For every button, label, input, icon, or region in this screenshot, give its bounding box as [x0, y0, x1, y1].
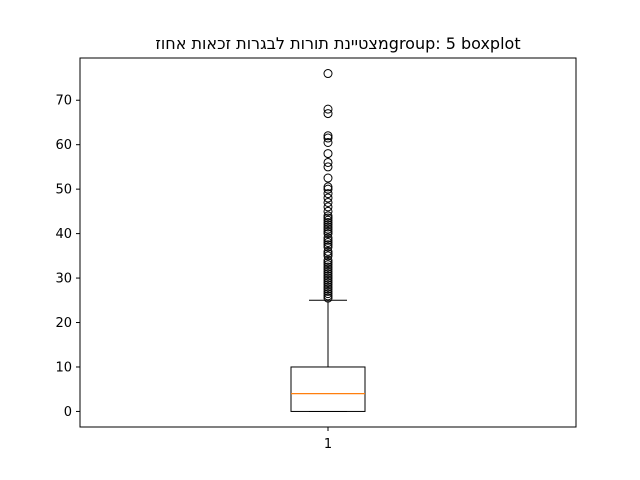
- outlier-point: [323, 278, 333, 288]
- y-tick-label: 50: [55, 183, 72, 198]
- outlier-point: [323, 202, 333, 212]
- outlier-point: [323, 233, 333, 243]
- outlier-point: [323, 264, 333, 274]
- outlier-point: [323, 162, 333, 172]
- y-tick-label: 60: [55, 138, 72, 153]
- outlier-point: [323, 220, 333, 230]
- outlier-point: [323, 280, 333, 290]
- outlier-point: [323, 157, 333, 167]
- outlier-point: [323, 286, 333, 296]
- chart-title: מצטיינת תורות לבגרות זכאות אחוזgroup: 5 …: [155, 34, 520, 53]
- outlier-point: [323, 222, 333, 232]
- outlier-point: [323, 133, 333, 143]
- outlier-point: [323, 206, 333, 216]
- outlier-point: [323, 289, 333, 299]
- outlier-point: [323, 238, 333, 247]
- x-axis: 1: [324, 427, 332, 452]
- outlier-point: [323, 240, 333, 250]
- y-tick-label: 30: [55, 272, 72, 287]
- outlier-point: [323, 266, 333, 276]
- outlier-point: [323, 242, 333, 252]
- outlier-point: [323, 215, 333, 225]
- outlier-point: [323, 271, 333, 281]
- outlier-point: [323, 217, 333, 227]
- outlier-point: [323, 131, 333, 141]
- outlier-point: [323, 184, 333, 194]
- y-tick-label: 10: [55, 360, 72, 375]
- y-tick-label: 70: [55, 94, 72, 109]
- outlier-point: [323, 275, 333, 285]
- outlier-point: [323, 235, 333, 245]
- outlier-point: [323, 224, 333, 234]
- outlier-point: [323, 197, 333, 207]
- outlier-point: [323, 109, 333, 119]
- outlier-point: [323, 229, 333, 239]
- outlier-point: [323, 137, 333, 147]
- outlier-point: [323, 193, 333, 203]
- outlier-point: [323, 291, 333, 301]
- y-tick-label: 20: [55, 316, 72, 331]
- box-group: [290, 299, 366, 412]
- outlier-point: [323, 255, 333, 265]
- outlier-point: [323, 246, 333, 256]
- outlier-point: [323, 69, 333, 79]
- outlier-point: [323, 293, 333, 303]
- outlier-point: [323, 251, 333, 261]
- outlier-point: [323, 258, 333, 268]
- outlier-point: [323, 282, 333, 292]
- y-tick-label: 40: [55, 227, 72, 242]
- y-axis: 0 10 20 30 40 50 60 70: [55, 94, 80, 420]
- outlier-point: [323, 104, 333, 114]
- x-tick-label: 1: [324, 437, 332, 452]
- outlier-point: [323, 269, 333, 279]
- outlier-point: [323, 273, 333, 283]
- outlier-point: [323, 262, 333, 272]
- outlier-point: [323, 260, 333, 270]
- outlier-point: [323, 211, 333, 221]
- outlier-point: [323, 189, 333, 199]
- outlier-point: [323, 249, 333, 259]
- box-iqr: [290, 366, 366, 412]
- outlier-point: [323, 149, 333, 159]
- y-tick-label: 0: [64, 405, 72, 420]
- outlier-point: [323, 226, 333, 236]
- outlier-group: [323, 69, 333, 303]
- outlier-point: [323, 213, 333, 223]
- outlier-point: [323, 182, 333, 192]
- outlier-point: [323, 284, 333, 294]
- outlier-point: [323, 173, 333, 183]
